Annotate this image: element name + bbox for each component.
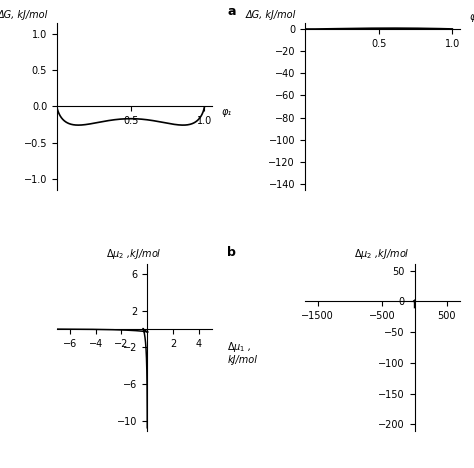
Text: φ₁: φ₁: [469, 12, 474, 22]
Text: a: a: [228, 5, 236, 18]
Text: b: b: [228, 246, 236, 259]
Text: ΔG, kJ/mol: ΔG, kJ/mol: [246, 10, 296, 20]
Text: $\Delta\mu_2$ ,kJ/mol: $\Delta\mu_2$ ,kJ/mol: [107, 247, 162, 261]
Text: $\Delta\mu_2$ ,kJ/mol: $\Delta\mu_2$ ,kJ/mol: [355, 247, 410, 261]
Text: ΔG, kJ/mol: ΔG, kJ/mol: [0, 10, 48, 20]
Text: $\Delta\mu_1$ ,
kJ/mol: $\Delta\mu_1$ , kJ/mol: [228, 340, 257, 365]
Text: φ₁: φ₁: [221, 107, 231, 117]
